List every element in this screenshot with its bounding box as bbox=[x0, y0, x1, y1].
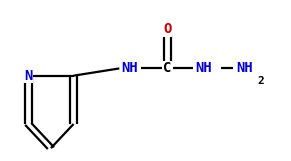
Text: N: N bbox=[24, 69, 32, 83]
Text: NH: NH bbox=[121, 62, 138, 75]
Text: C: C bbox=[163, 62, 171, 75]
Text: NH: NH bbox=[195, 62, 212, 75]
Text: O: O bbox=[163, 22, 171, 36]
Text: NH: NH bbox=[236, 62, 253, 75]
Text: 2: 2 bbox=[257, 76, 264, 85]
